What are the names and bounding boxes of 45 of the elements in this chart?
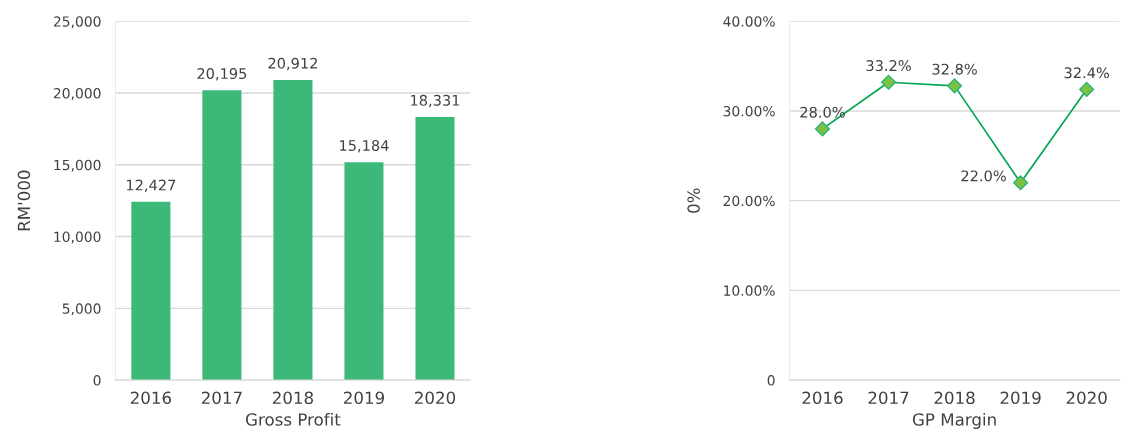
data-label: 12,427 [126, 179, 176, 193]
y-tick-label: 40.00% [723, 16, 775, 27]
y-tick-label: 0 [93, 375, 101, 386]
y-tick-label: 5,000 [62, 303, 101, 316]
y-tick-label: 10.00% [724, 285, 775, 296]
y-axis-title: RM'000 [17, 170, 31, 231]
x-tick-label: 2018 [272, 391, 313, 405]
x-tick-label: 2020 [415, 391, 456, 405]
y-tick-label: 30.00% [723, 105, 775, 117]
y-axis-title: 0% [687, 188, 700, 213]
data-label: 18,331 [411, 94, 460, 108]
bar [273, 79, 313, 381]
x-tick-label: 2016 [130, 391, 172, 405]
y-tick-label: 25,000 [53, 16, 101, 29]
y-tick-label: 0 [767, 375, 775, 386]
x-tick-label: 2017 [868, 391, 909, 405]
bar [415, 116, 455, 381]
bar [202, 90, 242, 381]
data-label: 20,912 [268, 57, 317, 71]
bar [131, 201, 171, 381]
y-tick-label: 20.00% [723, 195, 775, 207]
point [1079, 81, 1095, 98]
y-tick-label: 20,000 [53, 88, 101, 100]
point [880, 74, 897, 90]
data-label: 32.4% [1064, 67, 1110, 79]
data-label: 20,195 [197, 68, 247, 81]
point [1013, 175, 1029, 191]
y-tick-label: 15,000 [54, 159, 101, 172]
bar [344, 162, 384, 381]
data-label: 32.8% [932, 63, 977, 75]
data-label: 22.0% [961, 170, 1006, 182]
data-label: 33.2% [866, 60, 911, 72]
point [814, 121, 831, 137]
x-axis-title: Gross Profit [246, 412, 341, 426]
point [946, 78, 963, 94]
x-tick-label: 2020 [1066, 391, 1107, 405]
x-tick-label: 2016 [802, 391, 843, 405]
x-tick-label: 2018 [934, 391, 975, 405]
data-label: 28.0% [800, 106, 845, 118]
x-tick-label: 2017 [201, 391, 242, 405]
x-tick-label: 2019 [343, 391, 384, 405]
data-label: 15,184 [340, 139, 389, 153]
x-axis-title: GP Margin [912, 412, 996, 430]
x-tick-label: 2019 [1000, 391, 1041, 405]
y-tick-label: 10,000 [54, 231, 101, 244]
